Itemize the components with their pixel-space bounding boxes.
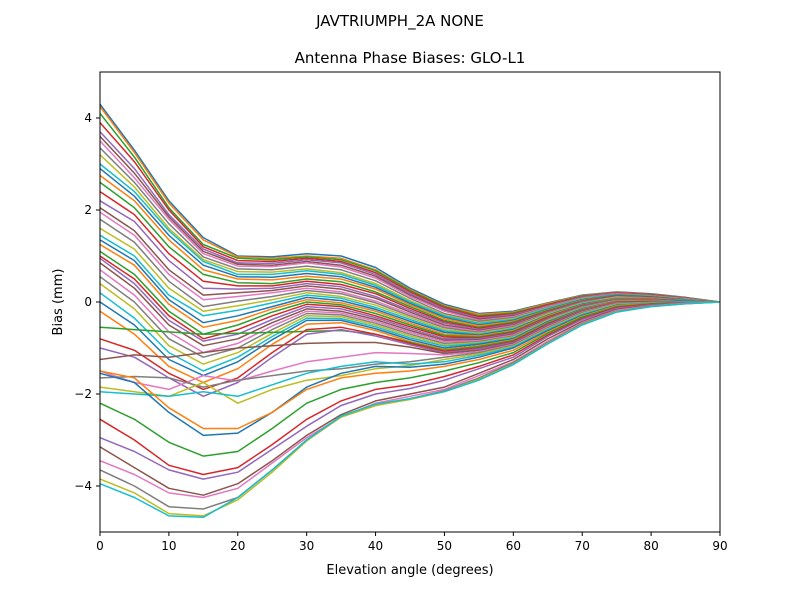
x-axis-label: Elevation angle (degrees) xyxy=(326,563,493,578)
series-line-s42 xyxy=(99,301,721,430)
y-tick-label: 2 xyxy=(84,203,92,217)
plot-frame xyxy=(99,71,721,533)
y-axis-label: Bias (mm) xyxy=(51,269,66,336)
figure-title: JAVTRIUMPH_2A NONE xyxy=(315,12,484,31)
x-tick-label: 0 xyxy=(96,539,104,553)
y-tick-label: −4 xyxy=(74,479,92,493)
x-tick-label: 60 xyxy=(506,539,521,553)
y-tick-label: −2 xyxy=(74,387,92,401)
series-line-s50 xyxy=(99,301,721,519)
x-tick-label: 10 xyxy=(161,539,176,553)
x-tick-label: 30 xyxy=(299,539,314,553)
series-line-s47 xyxy=(99,301,721,499)
y-tick-label: 4 xyxy=(84,111,92,125)
series-line-s46 xyxy=(99,301,721,496)
y-tick-label: 0 xyxy=(84,295,92,309)
series-line-s45 xyxy=(99,301,721,480)
chart-title: Antenna Phase Biases: GLO-L1 xyxy=(295,49,526,67)
x-tick-label: 20 xyxy=(230,539,245,553)
x-tick-label: 40 xyxy=(368,539,383,553)
axes: 0 10 20 30 40 50 60 70 80 90 −4 −2 0 2 4 xyxy=(74,111,727,553)
x-tick-label: 80 xyxy=(643,539,658,553)
x-tick-label: 90 xyxy=(712,539,727,553)
series-line-s43 xyxy=(99,301,721,457)
x-tick-label: 50 xyxy=(437,539,452,553)
series-lines xyxy=(99,103,721,519)
x-tick-label: 70 xyxy=(575,539,590,553)
series-line-s44 xyxy=(99,301,721,476)
